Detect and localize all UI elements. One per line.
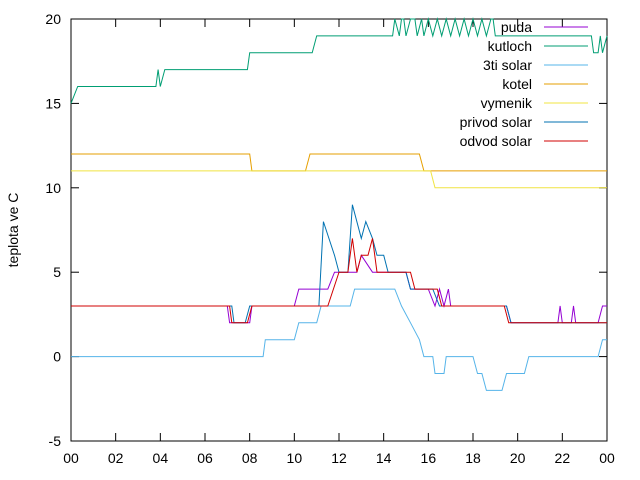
x-tick-label: 06	[197, 450, 213, 466]
y-axis-label: teplota ve C	[5, 193, 21, 268]
x-tick-label: 14	[376, 450, 392, 466]
series-line-privod-solar	[71, 204, 607, 324]
x-tick-label: 18	[465, 450, 481, 466]
series-line-odvod-solar	[71, 238, 607, 324]
y-tick-label: 0	[53, 349, 61, 365]
x-tick-label: 16	[421, 450, 437, 466]
x-tick-label: 00	[599, 450, 615, 466]
legend-label: 3ti solar	[483, 57, 532, 73]
series-layer	[70, 17, 608, 391]
x-tick-label: 08	[242, 450, 258, 466]
legend-label: odvod solar	[460, 133, 533, 149]
x-tick-label: 20	[510, 450, 526, 466]
legend-label: puda	[501, 19, 532, 35]
series-line-kotel	[71, 153, 607, 172]
series-line-kutloch	[70, 17, 608, 104]
legend-label: vymenik	[481, 95, 533, 111]
x-tick-label: 12	[331, 450, 347, 466]
y-tick-label: 5	[53, 264, 61, 280]
x-tick-label: 04	[153, 450, 169, 466]
legend-label: kotel	[502, 76, 532, 92]
series-line-puda	[71, 254, 607, 324]
series-line-vymenik	[71, 170, 607, 189]
legend-label: privod solar	[460, 114, 533, 130]
y-tick-label: 15	[45, 95, 61, 111]
x-tick-label: 22	[555, 450, 571, 466]
y-tick-label: -5	[49, 433, 62, 449]
x-tick-label: 00	[63, 450, 79, 466]
y-tick-label: 20	[45, 11, 61, 27]
x-tick-label: 10	[287, 450, 303, 466]
y-tick-label: 10	[45, 180, 61, 196]
legend-label: kutloch	[488, 38, 532, 54]
series-line-3ti-solar	[71, 288, 607, 391]
x-tick-label: 02	[108, 450, 124, 466]
legend: puda kutloch 3ti solar kotel vymenik privod s…	[460, 19, 588, 149]
